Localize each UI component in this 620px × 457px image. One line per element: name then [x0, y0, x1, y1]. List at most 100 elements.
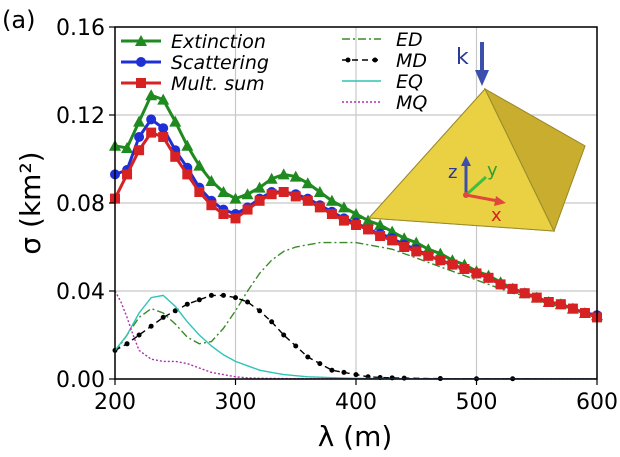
x-arrow-head [494, 196, 506, 206]
x-tick-label: 400 [335, 390, 377, 415]
data-point-mult-sum [483, 272, 494, 283]
data-point-mult-sum [567, 303, 578, 314]
data-point-mult-sum [351, 220, 361, 230]
y-tick-label: 0.08 [56, 192, 105, 217]
data-point-extinction [277, 168, 290, 180]
series-line-md [114, 294, 537, 380]
plot-frame [114, 26, 598, 380]
data-point-md [293, 343, 299, 349]
data-point-mult-sum [447, 259, 458, 270]
data-point-md [305, 354, 311, 360]
data-point-extinction [289, 170, 302, 182]
legend-label: MQ [396, 92, 427, 114]
data-point-mult-sum [507, 283, 518, 294]
data-point-scattering [158, 123, 169, 134]
data-point-mult-sum [579, 308, 590, 318]
x-tick-label: 600 [576, 390, 618, 415]
pyramid-inset: k z y x [367, 42, 586, 233]
data-point-md [281, 332, 287, 338]
data-point-mult-sum [218, 209, 229, 219]
data-point-mult-sum [254, 195, 265, 206]
data-point-extinction [362, 214, 375, 226]
legend-label: ED [396, 29, 423, 51]
data-point-extinction [374, 219, 387, 230]
data-point-extinction [133, 115, 146, 127]
data-point-mult-sum [266, 189, 277, 200]
data-point-md [257, 308, 263, 314]
data-point-extinction [398, 232, 411, 244]
data-point-extinction [241, 188, 254, 200]
data-point-md [160, 314, 166, 320]
y-tick-label: 0.12 [56, 104, 105, 129]
data-point-extinction [313, 186, 326, 197]
x-tick-label: 200 [94, 390, 136, 415]
data-point-extinction [337, 201, 350, 213]
legend-label: Scattering [171, 52, 269, 74]
data-point-mult-sum [531, 292, 542, 303]
data-point-mult-sum [495, 279, 506, 290]
data-point-mult-sum [423, 250, 434, 261]
data-point-mult-sum [411, 246, 422, 257]
x-axis-arrow [465, 193, 499, 203]
data-point-mult-sum [435, 255, 446, 266]
k-label: k [456, 45, 469, 70]
data-point-extinction [145, 89, 158, 101]
legend-marker [136, 57, 146, 67]
y-axis-label: y [487, 160, 498, 181]
data-point-mult-sum [555, 299, 566, 310]
data-point-extinction [217, 186, 230, 197]
data-point-extinction [301, 177, 314, 189]
x-tick-label: 500 [456, 390, 498, 415]
data-point-mult-sum [399, 242, 410, 252]
data-point-extinction [325, 194, 338, 206]
data-point-extinction [253, 181, 266, 193]
data-point-md [220, 292, 226, 298]
data-point-mult-sum [134, 145, 145, 156]
ticks: 200 300 400 500 600 0.00 0.04 0.08 0.12 0.16 [56, 16, 618, 415]
panel-label: (a) [2, 6, 35, 34]
data-point-extinction [386, 225, 399, 237]
data-point-md [329, 367, 335, 373]
data-point-mult-sum [471, 268, 482, 279]
data-point-md [341, 369, 347, 375]
y-axis-label: σ (km²) [14, 151, 47, 254]
data-point-extinction [193, 159, 206, 171]
legend-label: Extinction [171, 31, 266, 53]
data-point-extinction [169, 115, 182, 127]
data-point-mult-sum [519, 288, 530, 299]
data-point-mult-sum [387, 235, 398, 246]
legend-marker [136, 78, 146, 88]
data-point-extinction [229, 192, 242, 204]
y-tick-label: 0.00 [56, 368, 105, 393]
x-axis-label: x [491, 205, 502, 226]
data-point-mult-sum [375, 231, 386, 241]
data-point-mult-sum [338, 215, 349, 226]
data-point-md [148, 323, 154, 329]
y-tick-label: 0.04 [56, 280, 105, 305]
data-point-extinction [181, 139, 194, 151]
data-point-extinction [157, 93, 170, 105]
origin-dot [463, 192, 469, 198]
data-point-extinction [350, 208, 362, 219]
z-axis-label: z [448, 162, 457, 183]
data-point-md [353, 372, 359, 378]
data-point-md [233, 295, 238, 301]
data-point-extinction [265, 172, 278, 184]
k-arrow-head [475, 70, 489, 86]
y-axis-arrow [464, 175, 488, 197]
legend-label: MD [396, 50, 427, 72]
legend-marker [372, 57, 378, 63]
x-tick-label: 300 [215, 390, 257, 415]
data-point-md [245, 299, 251, 305]
legend-label: EQ [396, 71, 423, 93]
data-point-md [196, 297, 202, 303]
data-point-mult-sum [158, 132, 169, 142]
data-point-mult-sum [170, 151, 181, 162]
data-point-mult-sum [230, 213, 241, 224]
data-point-mult-sum [206, 200, 217, 211]
data-point-mult-sum [242, 204, 253, 215]
data-point-mult-sum [314, 202, 325, 213]
series-layer [109, 89, 603, 382]
data-point-mult-sum [326, 209, 337, 219]
